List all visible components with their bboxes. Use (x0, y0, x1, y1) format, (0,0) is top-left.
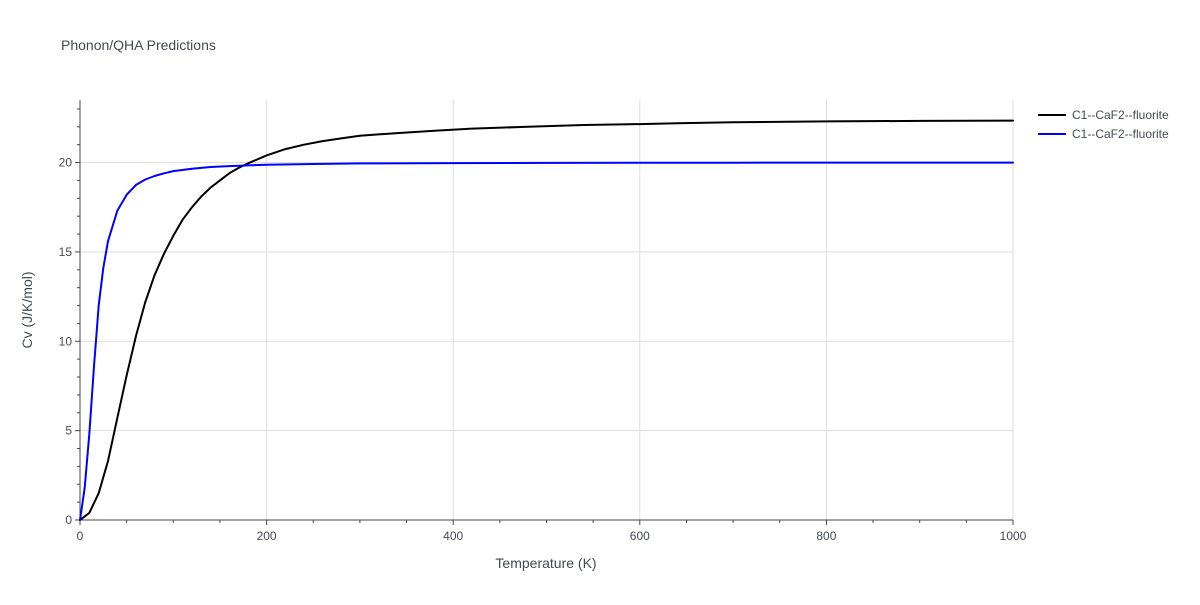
y-tick-label: 5 (65, 424, 72, 438)
chart-title: Phonon/QHA Predictions (61, 37, 216, 53)
legend-item-1[interactable]: C1--CaF2--fluorite (1038, 108, 1169, 122)
y-tick-label: 20 (59, 156, 73, 170)
x-tick-label: 600 (630, 529, 650, 543)
series-line-2 (79, 161, 1014, 521)
legend[interactable]: C1--CaF2--fluorite C1--CaF2--fluorite (1038, 108, 1169, 141)
y-axis-title: Cv (J/K/mol) (19, 272, 35, 349)
axis-layer: 0 200 400 600 800 1000 0 5 10 15 20 (59, 100, 1027, 543)
series-layer (79, 119, 1014, 521)
x-axis-title: Temperature (K) (495, 555, 596, 571)
x-tick-label: 0 (77, 529, 84, 543)
y-tick-label: 0 (65, 513, 72, 527)
legend-label: C1--CaF2--fluorite (1072, 127, 1169, 141)
x-tick-label: 1000 (1000, 529, 1027, 543)
x-tick-label: 400 (443, 529, 463, 543)
legend-label: C1--CaF2--fluorite (1072, 108, 1169, 122)
x-tick-label: 200 (257, 529, 277, 543)
y-tick-label: 10 (59, 334, 73, 348)
y-tick-label: 15 (59, 245, 73, 259)
legend-item-2[interactable]: C1--CaF2--fluorite (1038, 127, 1169, 141)
x-tick-label: 800 (816, 529, 836, 543)
